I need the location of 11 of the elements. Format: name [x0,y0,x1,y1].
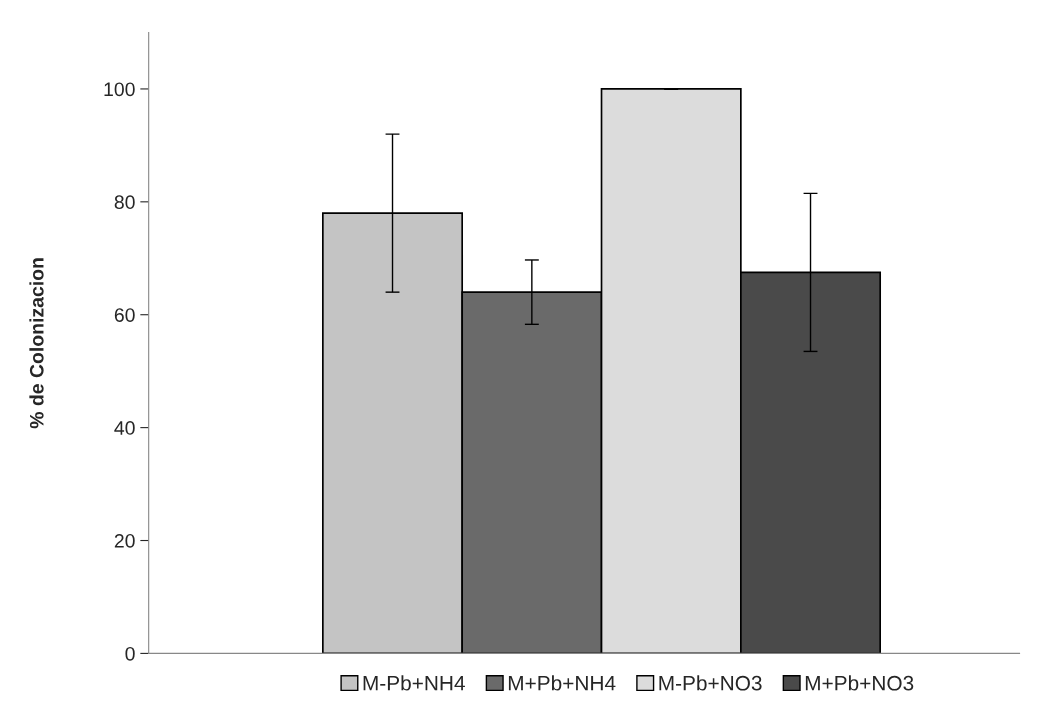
legend-label: M+Pb+NH4 [508,675,616,691]
y-tick-label: 40 [114,421,135,435]
y-tick-label: 100 [104,82,135,97]
y-axis-title: % de Colonizacion [29,258,44,429]
y-tick-label: 60 [114,308,135,322]
y-tick-label: 0 [125,646,135,661]
y-tick-label: 80 [114,195,135,210]
legend-label: M-Pb+NH4 [363,675,465,691]
legend-label: M-Pb+NO3 [659,675,762,691]
legend-label: M+Pb+NO3 [805,675,914,691]
y-tick-label: 20 [114,533,135,548]
